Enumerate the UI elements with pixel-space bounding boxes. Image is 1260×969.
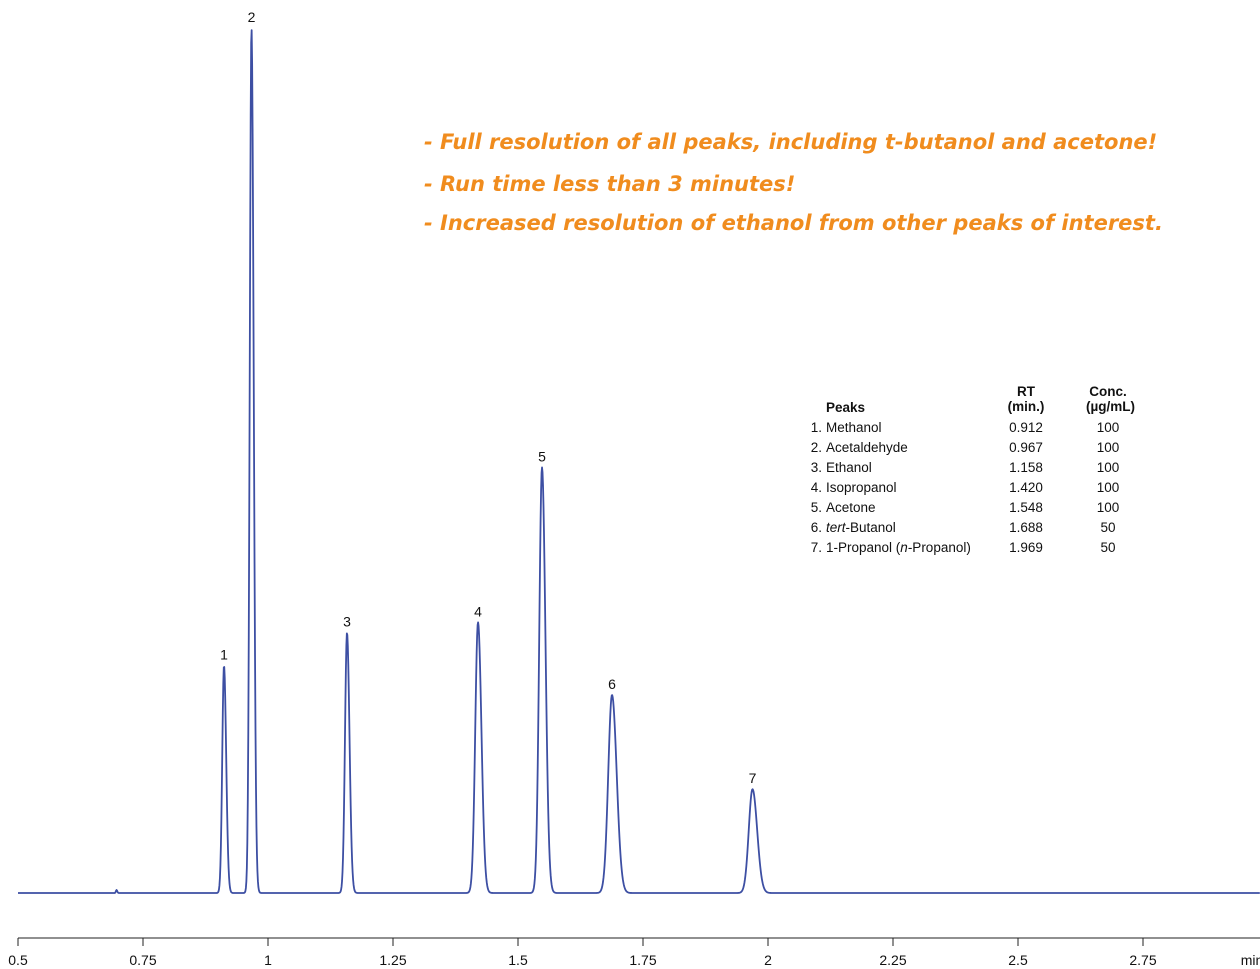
peak-name: Acetone: [826, 500, 876, 515]
peak-conc: 100: [1096, 420, 1120, 435]
peak-label: 6: [608, 676, 616, 692]
rt-header-line2: (min.): [1007, 399, 1045, 414]
x-tick-label: 2.25: [879, 952, 906, 968]
peak-label: 4: [474, 603, 482, 619]
peak-conc: 100: [1096, 480, 1120, 495]
peaks-header: Peaks: [826, 400, 866, 415]
x-tick-label: 0.75: [129, 952, 156, 968]
chromatogram-trace: [17, 29, 1260, 894]
peak-conc: 50: [1100, 540, 1116, 555]
conc-header-line2: (µg/mL): [1086, 399, 1136, 414]
x-axis-unit-label: min: [1241, 952, 1260, 968]
peak-name: Methanol: [826, 420, 882, 435]
peak-name: Acetaldehyde: [826, 440, 908, 455]
peak-name-part: tert: [826, 520, 846, 535]
peak-name-part: Methanol: [826, 420, 882, 435]
peak-name-part: Ethanol: [826, 460, 872, 475]
peak-number: 6.: [810, 520, 822, 535]
peak-name-part: 1-Propanol (: [826, 540, 901, 555]
conc-header: Conc. (µg/mL): [1086, 384, 1136, 414]
x-tick-label: 2.75: [1129, 952, 1156, 968]
peak-name-part: -Butanol: [845, 520, 896, 535]
peak-rt: 0.967: [1009, 440, 1043, 455]
x-tick-label: 1.75: [629, 952, 656, 968]
peak-labels: 1 2 3 4 5 6 7: [220, 9, 757, 786]
x-tick-label: 0.5: [8, 952, 28, 968]
peak-conc: 100: [1096, 460, 1120, 475]
peak-number: 7.: [810, 540, 822, 555]
peak-number: 1.: [810, 420, 822, 435]
peak-label: 3: [343, 614, 351, 630]
peak-rt: 1.969: [1009, 540, 1043, 555]
peak-name-part: n: [900, 540, 908, 555]
x-tick-label: 2: [764, 952, 772, 968]
peak-conc: 100: [1096, 500, 1120, 515]
peak-rt: 1.158: [1009, 460, 1043, 475]
peak-label: 7: [749, 770, 757, 786]
peak-name: tert-Butanol: [826, 520, 896, 535]
peak-rt: 1.688: [1009, 520, 1043, 535]
rt-header: RT (min.): [1002, 384, 1050, 414]
peak-label: 2: [248, 9, 256, 25]
annotation-ethanol: - Increased resolution of ethanol from o…: [424, 211, 1163, 235]
peak-label: 1: [220, 647, 228, 663]
peak-number: 2.: [810, 440, 822, 455]
peak-name: 1-Propanol (n-Propanol): [826, 540, 971, 555]
x-tick-label: 1.5: [508, 952, 528, 968]
peak-name: Ethanol: [826, 460, 872, 475]
peak-rt: 1.420: [1009, 480, 1043, 495]
conc-header-line1: Conc.: [1089, 384, 1127, 399]
peak-number: 3.: [810, 460, 822, 475]
peak-number: 4.: [810, 480, 822, 495]
peak-name-part: Isopropanol: [826, 480, 897, 495]
annotation-runtime: - Run time less than 3 minutes!: [424, 172, 796, 196]
peak-name-part: Acetaldehyde: [826, 440, 908, 455]
peak-conc: 100: [1096, 440, 1120, 455]
peak-rt: 0.912: [1009, 420, 1043, 435]
x-tick-label: 1.25: [379, 952, 406, 968]
peak-label: 5: [538, 448, 546, 464]
annotation-resolution: - Full resolution of all peaks, includin…: [424, 130, 1158, 154]
x-axis: 0.5 0.75 1 1.25 1.5 1.75 2 2.25 2.5 2.75 min: [8, 937, 1260, 968]
x-tick-label: 2.5: [1008, 952, 1028, 968]
rt-header-line1: RT: [1017, 384, 1035, 399]
peak-conc: 50: [1100, 520, 1116, 535]
peak-name-part: -Propanol): [907, 540, 971, 555]
peak-name-part: Acetone: [826, 500, 876, 515]
peak-name: Isopropanol: [826, 480, 897, 495]
x-tick-label: 1: [264, 952, 272, 968]
peak-number: 5.: [810, 500, 822, 515]
peak-rt: 1.548: [1009, 500, 1043, 515]
